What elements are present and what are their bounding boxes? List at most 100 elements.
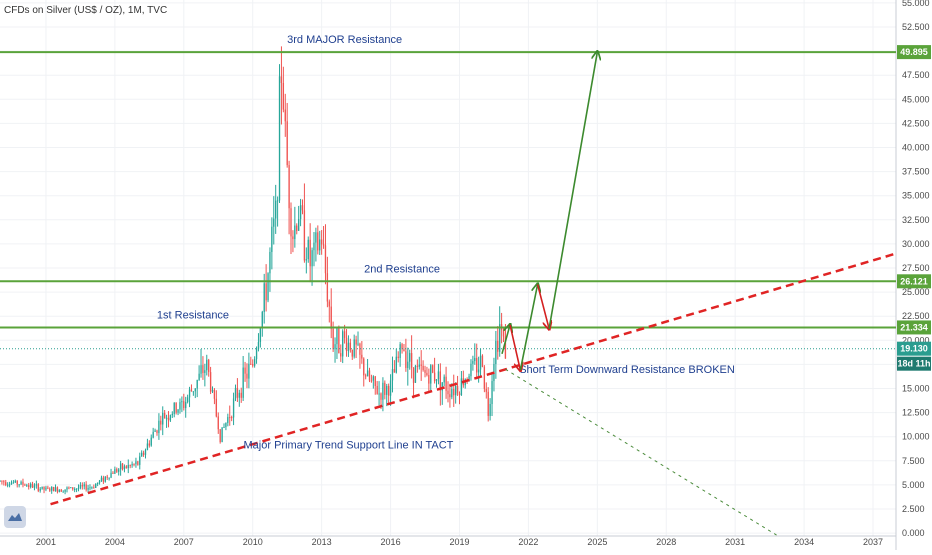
candle — [299, 198, 302, 227]
candle-body — [24, 484, 26, 486]
candle-body — [58, 489, 61, 492]
candle-body — [487, 391, 489, 416]
candle-body — [83, 484, 85, 487]
candle-body — [387, 386, 390, 396]
candle — [141, 450, 143, 457]
candle — [428, 368, 430, 393]
candle-body — [365, 375, 367, 377]
candle — [324, 224, 327, 285]
chart-title: CFDs on Silver (US$ / OZ), 1M, TVC — [4, 5, 167, 16]
candle-body — [405, 351, 407, 368]
candle-body — [296, 225, 298, 231]
candle — [483, 365, 486, 393]
candle-body — [410, 353, 413, 368]
candle-body — [209, 372, 212, 392]
candle — [200, 348, 202, 378]
y-tick-label: 7.500 — [902, 456, 925, 466]
y-tick-label: 25.000 — [902, 287, 930, 297]
candle-body — [328, 301, 330, 307]
candle-body — [303, 210, 306, 261]
candle — [349, 338, 352, 353]
y-tick-label: 45.000 — [902, 94, 930, 104]
candle — [52, 486, 55, 492]
candle-body — [359, 343, 361, 355]
candle-body — [474, 357, 476, 362]
candle-body — [497, 340, 499, 352]
projection-arrow — [536, 284, 549, 328]
candle — [33, 483, 36, 491]
candle — [399, 341, 401, 367]
candle-body — [227, 417, 229, 423]
candle-body — [347, 342, 350, 352]
candle — [376, 381, 378, 395]
candle — [98, 479, 101, 485]
candle — [87, 484, 89, 493]
candle-body — [305, 259, 307, 261]
x-tick-label: 2028 — [656, 537, 676, 547]
tradingview-logo-icon[interactable] — [4, 506, 26, 528]
candle — [137, 460, 139, 466]
candle-body — [374, 376, 376, 386]
candle-body — [449, 394, 451, 398]
candle — [112, 471, 114, 475]
candle — [410, 335, 413, 379]
candle — [49, 487, 51, 492]
candle — [66, 486, 68, 493]
candle-body — [309, 239, 311, 267]
candle-body — [393, 369, 396, 373]
candle — [160, 415, 162, 431]
candle-body — [0, 480, 1, 482]
candle — [433, 357, 436, 384]
candle-body — [468, 376, 470, 382]
candle-body — [422, 365, 424, 371]
candle-body — [447, 390, 449, 395]
candle-body — [204, 370, 206, 373]
candle — [489, 398, 491, 421]
x-tick-label: 2013 — [312, 537, 332, 547]
candle — [288, 160, 290, 235]
resistance-level: 21.334 1st Resistance — [0, 309, 931, 335]
candle-body — [142, 452, 145, 455]
candle — [223, 423, 225, 429]
candle-body — [458, 393, 461, 396]
candle — [31, 481, 34, 488]
candle-body — [288, 165, 290, 209]
candle — [119, 460, 122, 476]
candle-body — [372, 376, 375, 381]
candle-body — [418, 364, 420, 367]
candle-body — [230, 417, 233, 419]
candle-body — [445, 376, 447, 391]
candle-body — [261, 311, 263, 329]
candle-body — [37, 484, 39, 491]
candle-body — [439, 371, 442, 391]
candle — [12, 480, 15, 484]
x-tick-label: 2001 — [36, 537, 56, 547]
candle — [236, 378, 239, 402]
candle — [502, 326, 505, 343]
candle-body — [125, 466, 128, 469]
candle — [317, 225, 319, 255]
y-tick-label: 55.000 — [902, 0, 930, 8]
candle-body — [183, 401, 185, 409]
candle-body — [56, 487, 59, 492]
candle — [100, 475, 103, 482]
candle — [162, 406, 164, 436]
candle — [280, 46, 283, 125]
candle — [359, 342, 361, 369]
candle-body — [52, 487, 55, 492]
candle-body — [198, 373, 200, 380]
candle-body — [173, 402, 175, 414]
candle-body — [154, 430, 156, 432]
candle-body — [64, 489, 66, 492]
candle — [43, 486, 45, 494]
candle — [407, 347, 409, 386]
candle — [240, 387, 242, 403]
candle-body — [280, 76, 283, 84]
candle — [418, 356, 420, 370]
trend-line — [50, 252, 897, 506]
candle — [8, 481, 11, 488]
candle — [190, 384, 193, 392]
candle — [28, 482, 30, 490]
candle — [202, 356, 204, 380]
